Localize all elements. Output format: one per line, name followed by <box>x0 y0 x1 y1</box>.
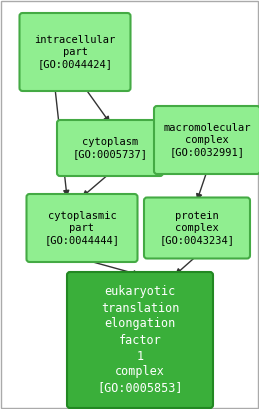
FancyBboxPatch shape <box>26 194 138 262</box>
Text: macromolecular
complex
[GO:0032991]: macromolecular complex [GO:0032991] <box>163 123 251 157</box>
Text: eukaryotic
translation
elongation
factor
1
complex
[GO:0005853]: eukaryotic translation elongation factor… <box>97 285 183 395</box>
FancyBboxPatch shape <box>57 120 163 176</box>
FancyBboxPatch shape <box>154 106 259 174</box>
Text: protein
complex
[GO:0043234]: protein complex [GO:0043234] <box>160 211 234 245</box>
Text: cytoplasmic
part
[GO:0044444]: cytoplasmic part [GO:0044444] <box>45 211 119 245</box>
FancyBboxPatch shape <box>144 198 250 258</box>
Text: cytoplasm
[GO:0005737]: cytoplasm [GO:0005737] <box>73 137 147 159</box>
Text: intracellular
part
[GO:0044424]: intracellular part [GO:0044424] <box>34 35 116 70</box>
FancyBboxPatch shape <box>67 272 213 408</box>
FancyBboxPatch shape <box>19 13 131 91</box>
